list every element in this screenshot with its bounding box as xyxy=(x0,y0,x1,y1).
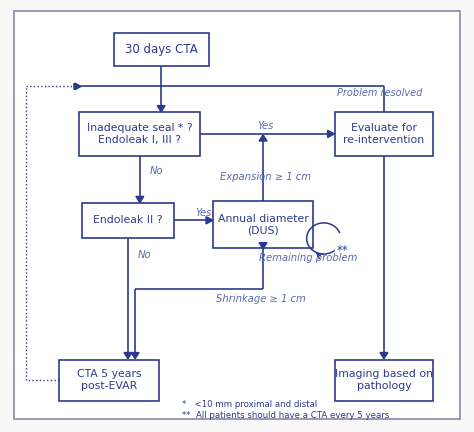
Polygon shape xyxy=(328,130,334,137)
Polygon shape xyxy=(206,217,213,224)
Bar xyxy=(336,359,432,401)
Polygon shape xyxy=(157,106,165,112)
Polygon shape xyxy=(259,135,267,141)
Text: *   <10 mm proximal and distal: * <10 mm proximal and distal xyxy=(182,400,318,409)
Text: Yes: Yes xyxy=(196,207,212,218)
Polygon shape xyxy=(259,243,267,249)
Bar xyxy=(114,34,209,66)
Bar xyxy=(59,359,159,401)
Polygon shape xyxy=(380,353,388,359)
Text: Shrinkage ≥ 1 cm: Shrinkage ≥ 1 cm xyxy=(216,294,306,304)
Text: Expansion ≥ 1 cm: Expansion ≥ 1 cm xyxy=(220,172,311,182)
Polygon shape xyxy=(75,83,81,90)
Bar xyxy=(82,203,174,238)
Text: 30 days CTA: 30 days CTA xyxy=(125,43,198,56)
Text: Endoleak II ?: Endoleak II ? xyxy=(93,215,163,226)
Text: Inadequate seal * ?
Endoleak I, III ?: Inadequate seal * ? Endoleak I, III ? xyxy=(87,123,192,145)
Text: Problem resolved: Problem resolved xyxy=(337,88,422,98)
Bar xyxy=(336,112,432,156)
Polygon shape xyxy=(74,83,80,89)
Text: Yes: Yes xyxy=(257,121,273,131)
Text: Annual diameter
(DUS): Annual diameter (DUS) xyxy=(218,214,309,235)
Polygon shape xyxy=(136,197,144,203)
Text: **  All patients should have a CTA every 5 years: ** All patients should have a CTA every … xyxy=(182,411,390,420)
Text: Evaluate for
re-intervention: Evaluate for re-intervention xyxy=(343,123,425,145)
Text: No: No xyxy=(137,250,151,260)
Text: CTA 5 years
post-EVAR: CTA 5 years post-EVAR xyxy=(77,369,141,391)
Bar xyxy=(213,201,313,248)
Text: No: No xyxy=(149,165,163,176)
Bar xyxy=(79,112,200,156)
Text: Imaging based on
pathology: Imaging based on pathology xyxy=(335,369,433,391)
Text: Remaining problem: Remaining problem xyxy=(259,253,358,263)
Polygon shape xyxy=(131,353,139,359)
Text: **: ** xyxy=(337,244,348,257)
Polygon shape xyxy=(124,353,132,359)
